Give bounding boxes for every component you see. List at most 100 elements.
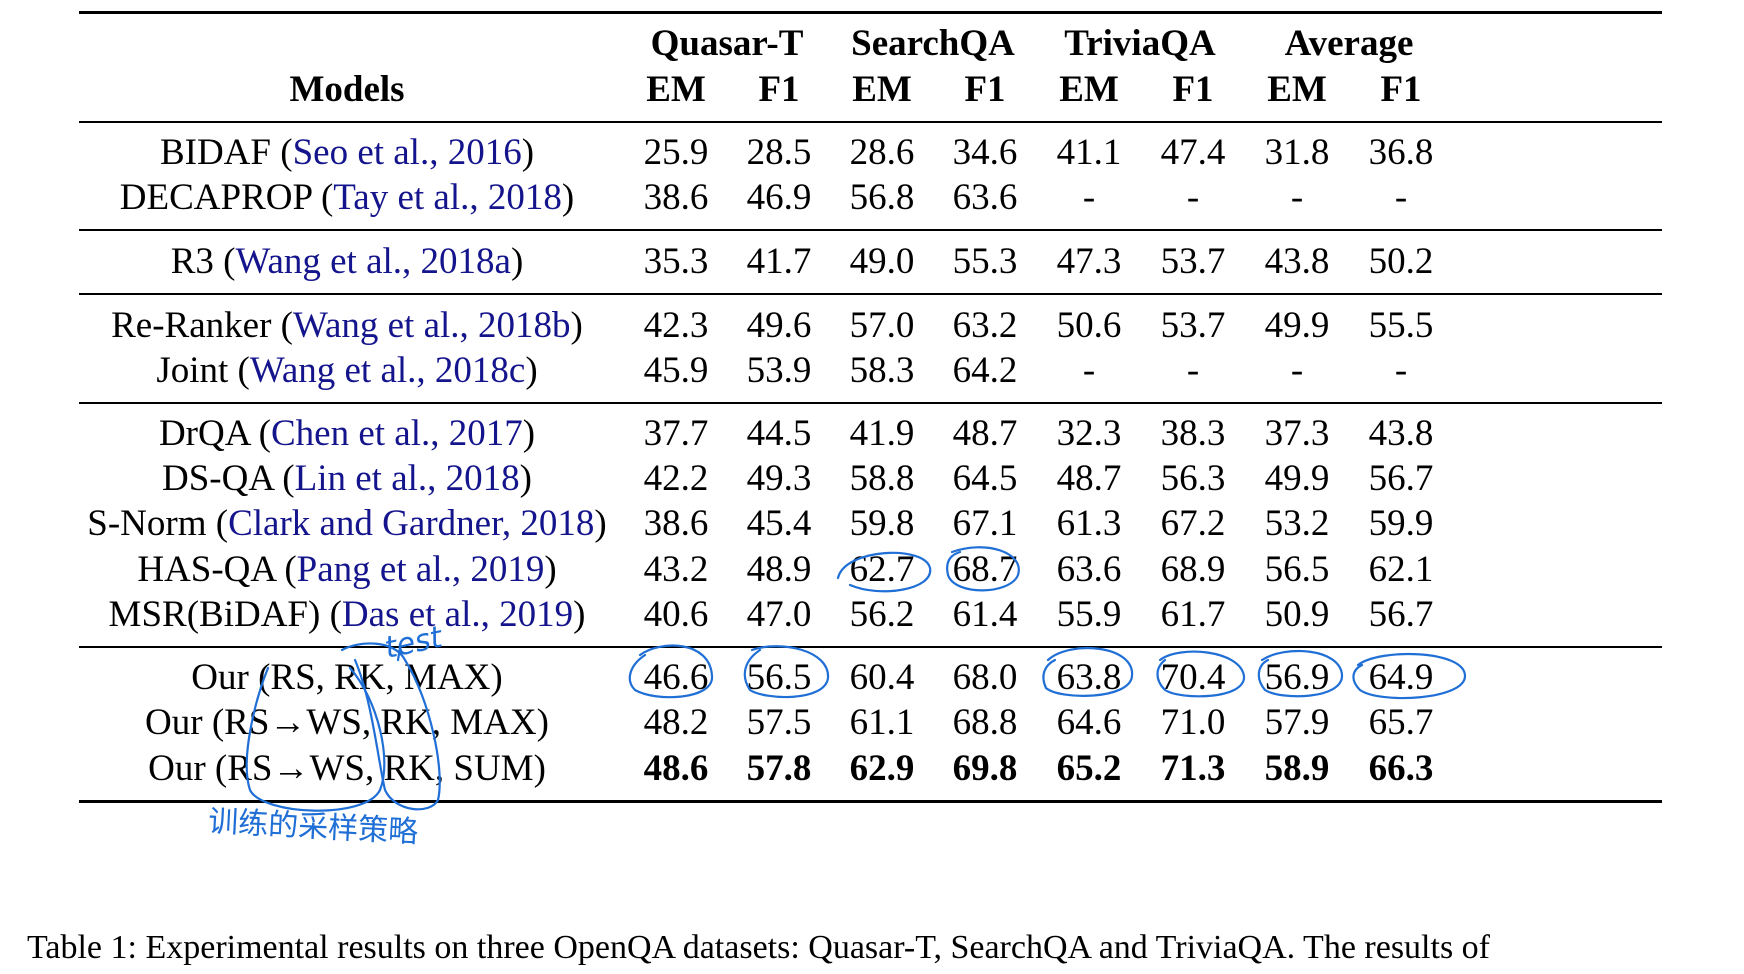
value-cell: 49.3 — [746, 458, 812, 499]
value-cell: 58.8 — [849, 458, 915, 499]
value-cell: 32.3 — [1056, 413, 1122, 454]
model-name: BIDAF — [159, 132, 271, 173]
citation-link[interactable]: Lin et al., 2018 — [294, 458, 520, 499]
value-cell: 71.3 — [1160, 748, 1226, 789]
value-cell: 68.8 — [952, 702, 1018, 743]
model-name: R3 — [170, 241, 214, 282]
value-cell: 55.3 — [952, 241, 1018, 282]
model-name: Joint — [156, 350, 229, 391]
citation-link[interactable]: Seo et al., 2016 — [292, 132, 522, 173]
value-cell: 65.2 — [1056, 748, 1122, 789]
citation-link[interactable]: Das et al., 2019 — [341, 594, 574, 635]
value-cell: 64.9 — [1368, 657, 1434, 698]
group-header-searchqa: SearchQA — [851, 23, 1015, 64]
model-name-cell: DECAPROP (Tay et al., 2018) — [119, 177, 575, 218]
group-rule-4 — [79, 646, 1662, 648]
value-cell: 67.2 — [1160, 503, 1226, 544]
model-name-cell: Joint (Wang et al., 2018c) — [156, 350, 538, 391]
value-cell: 49.6 — [746, 305, 812, 346]
value-cell: 43.8 — [1264, 241, 1330, 282]
value-cell: 71.0 — [1160, 702, 1226, 743]
value-cell: 56.5 — [746, 657, 812, 698]
value-cell: 50.9 — [1264, 594, 1330, 635]
model-name-cell: HAS-QA (Pang et al., 2019) — [137, 549, 557, 590]
value-cell: 50.6 — [1056, 305, 1122, 346]
value-cell: 62.7 — [849, 549, 915, 590]
value-cell: 42.3 — [643, 305, 709, 346]
value-cell: 38.6 — [643, 503, 709, 544]
value-cell: 68.0 — [952, 657, 1018, 698]
value-cell: 56.3 — [1160, 458, 1226, 499]
value-cell: 69.8 — [952, 748, 1018, 789]
model-name-cell: Our (RS→WS, RK, MAX) — [145, 701, 549, 745]
citation-link[interactable]: Clark and Gardner, 2018 — [228, 503, 595, 544]
metric-header: EM — [646, 69, 706, 110]
value-cell: 49.0 — [849, 241, 915, 282]
value-cell: 47.3 — [1056, 241, 1122, 282]
model-name-cell: Re-Ranker (Wang et al., 2018b) — [111, 305, 583, 346]
annotation-chinese-note: 训练的采样策略 — [207, 804, 419, 850]
metric-header: EM — [1267, 69, 1327, 110]
value-cell: 47.0 — [746, 594, 812, 635]
value-cell: - — [1186, 177, 1200, 218]
citation-link[interactable]: Tay et al., 2018 — [333, 177, 562, 218]
model-name-cell: DS-QA (Lin et al., 2018) — [162, 458, 532, 499]
value-cell: 65.7 — [1368, 702, 1434, 743]
group-rule-1 — [79, 229, 1662, 231]
value-cell: 43.8 — [1368, 413, 1434, 454]
value-cell: 68.9 — [1160, 549, 1226, 590]
value-cell: - — [1186, 350, 1200, 391]
value-cell: 42.2 — [643, 458, 709, 499]
value-cell: 56.2 — [849, 594, 915, 635]
value-cell: 46.6 — [643, 657, 709, 698]
model-name: HAS-QA — [137, 549, 276, 590]
value-cell: 25.9 — [643, 132, 709, 173]
value-cell: - — [1082, 350, 1096, 391]
value-cell: 61.1 — [849, 702, 915, 743]
value-cell: 48.7 — [952, 413, 1018, 454]
value-cell: 36.8 — [1368, 132, 1434, 173]
value-cell: 41.1 — [1056, 132, 1122, 173]
value-cell: 70.4 — [1160, 657, 1226, 698]
value-cell: 64.6 — [1056, 702, 1122, 743]
citation-link[interactable]: Wang et al., 2018a — [235, 241, 511, 282]
value-cell: 46.9 — [746, 177, 812, 218]
value-cell: 45.4 — [746, 503, 812, 544]
value-cell: 49.9 — [1264, 458, 1330, 499]
value-cell: 56.9 — [1264, 657, 1330, 698]
value-cell: 57.9 — [1264, 702, 1330, 743]
model-name-cell: Our (RS, RK, MAX) — [191, 656, 502, 700]
citation-link[interactable]: Pang et al., 2019 — [296, 549, 545, 590]
value-cell: 38.3 — [1160, 413, 1226, 454]
value-cell: - — [1082, 177, 1096, 218]
model-name: Re-Ranker — [111, 305, 272, 346]
citation-link[interactable]: Chen et al., 2017 — [270, 413, 523, 454]
value-cell: 63.6 — [952, 177, 1018, 218]
value-cell: 60.4 — [849, 657, 915, 698]
model-name: S-Norm — [87, 503, 207, 544]
value-cell: 58.9 — [1264, 748, 1330, 789]
value-cell: 59.9 — [1368, 503, 1434, 544]
value-cell: 35.3 — [643, 241, 709, 282]
model-name-cell: S-Norm (Clark and Gardner, 2018) — [87, 503, 607, 544]
value-cell: 61.7 — [1160, 594, 1226, 635]
value-cell: 56.7 — [1368, 594, 1434, 635]
value-cell: 38.6 — [643, 177, 709, 218]
model-name-cell: Our (RS→WS, RK, SUM) — [148, 747, 546, 791]
value-cell: 62.1 — [1368, 549, 1434, 590]
value-cell: 43.2 — [643, 549, 709, 590]
value-cell: 40.6 — [643, 594, 709, 635]
value-cell: 63.8 — [1056, 657, 1122, 698]
value-cell: - — [1290, 350, 1304, 391]
citation-link[interactable]: Wang et al., 2018c — [249, 350, 526, 391]
value-cell: 55.9 — [1056, 594, 1122, 635]
citation-link[interactable]: Wang et al., 2018b — [292, 305, 571, 346]
group-header-quasar-t: Quasar-T — [650, 23, 804, 64]
metric-header: EM — [1059, 69, 1119, 110]
header-rule — [79, 121, 1662, 123]
value-cell: 41.9 — [849, 413, 915, 454]
value-cell: - — [1394, 177, 1408, 218]
group-rule-3 — [79, 402, 1662, 404]
model-name: MSR(BiDAF) — [108, 594, 321, 635]
group-rule-2 — [79, 293, 1662, 295]
